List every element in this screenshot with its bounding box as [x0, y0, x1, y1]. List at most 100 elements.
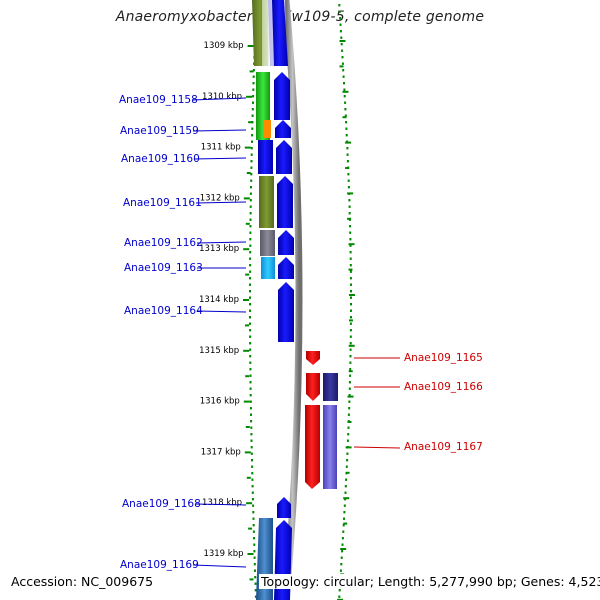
ring-dot-right [349, 251, 352, 254]
ring-dot-left [252, 504, 255, 507]
kbp-minor-tick [246, 172, 251, 174]
cog-block-cyan [261, 257, 275, 279]
right-gene-labels: Anae109_1165 Anae109_1166 Anae109_1167 [353, 352, 483, 453]
gene-label-1169[interactable]: Anae109_1169 [120, 559, 247, 571]
ring-dot-right [350, 296, 352, 299]
genome-summary-text: Topology: circular; Length: 5,277,990 bp… [259, 574, 600, 589]
ring-dot-left [249, 244, 252, 247]
ring-dot-left [250, 433, 253, 436]
ring-dot-right [342, 530, 345, 533]
ring-dot-left [249, 277, 251, 280]
ring-dot-left [252, 530, 255, 533]
kbp-tick-label: 1312 kbp [200, 193, 240, 203]
ring-dot-left [250, 153, 253, 156]
ring-minor-tick [340, 548, 347, 550]
ring-dot-left [249, 225, 252, 228]
gene-arrow-1166 [306, 373, 320, 401]
ring-dot-right [346, 459, 349, 462]
ring-dot-right [350, 290, 352, 293]
ring-minor-tick [342, 116, 347, 119]
kbp-minor-tick [246, 476, 251, 479]
ring-dot-right [340, 43, 343, 46]
ring-dot-left [250, 439, 253, 442]
scale-ring-dots [249, 4, 355, 600]
ring-dot-left [254, 582, 257, 585]
ring-dot-left [249, 368, 252, 371]
ring-minor-tick [349, 319, 353, 322]
kbp-minor-tick [249, 578, 254, 581]
gene-label-1158[interactable]: Anae109_1158 [119, 94, 247, 106]
ring-minor-tick [347, 217, 352, 220]
kbp-minor-tick [245, 273, 250, 276]
gene-label-1165[interactable]: Anae109_1165 [354, 352, 483, 364]
cog-block-orange [264, 120, 271, 138]
leader-line-1160 [193, 157, 247, 160]
kbp-minor-tick [248, 121, 253, 124]
ring-dot-right [349, 322, 352, 325]
ring-minor-tick [347, 395, 354, 398]
gene-label-1166[interactable]: Anae109_1166 [354, 381, 483, 393]
ring-dot-right [348, 199, 351, 202]
gene-label-1160[interactable]: Anae109_1160 [121, 153, 247, 165]
ring-dot-right [342, 69, 345, 72]
ring-dot-left [249, 238, 252, 241]
ring-dot-left [250, 147, 253, 150]
gene-label-1164[interactable]: Anae109_1164 [124, 305, 247, 317]
ring-dot-left [249, 387, 252, 390]
ring-dot-right [345, 127, 348, 130]
ring-dot-left [250, 452, 253, 455]
kbp-tick-label: 1316 kbp [200, 397, 240, 407]
kbp-tick-mark [243, 400, 250, 403]
kbp-minor-tick [245, 426, 250, 428]
ring-dot-right [343, 95, 346, 98]
ring-dot-left [249, 212, 252, 215]
ring-dot-left [252, 511, 255, 514]
accession-text: Accession: NC_009675 [9, 574, 156, 589]
ring-dot-right [339, 17, 342, 20]
ring-dot-right [347, 413, 350, 416]
leader-line-1169 [192, 564, 247, 568]
ring-dot-left [249, 400, 252, 403]
ring-dot-right [338, 589, 341, 592]
ring-dot-left [250, 173, 253, 176]
ring-dot-right [349, 329, 352, 332]
ring-dot-right [349, 277, 352, 280]
gene-label-1162-text: Anae109_1162 [124, 237, 203, 249]
ring-dot-left [252, 95, 255, 98]
ring-dot-right [342, 75, 345, 78]
ring-dot-left [251, 114, 254, 117]
ring-dot-left [250, 160, 253, 163]
ring-dot-right [344, 114, 347, 117]
gene-label-1162[interactable]: Anae109_1162 [124, 237, 247, 249]
ring-dot-left [251, 498, 254, 501]
ring-minor-tick [343, 522, 348, 525]
ring-dot-right [341, 543, 344, 546]
left-gene-labels: Anae109_1158 Anae109_1159 Anae109_1160 A… [119, 94, 247, 571]
ring-dot-right [346, 439, 349, 442]
ring-dot-right [349, 270, 352, 273]
ring-dot-left [249, 257, 252, 260]
ring-dot-right [338, 595, 341, 598]
ring-dot-left [250, 420, 253, 423]
gene-label-1161[interactable]: Anae109_1161 [123, 197, 247, 209]
ring-dot-left [249, 199, 252, 202]
ring-dot-left [254, 569, 256, 572]
ring-dot-left [249, 264, 252, 267]
ring-dot-left [254, 576, 257, 579]
ring-dot-left [249, 342, 252, 345]
ring-dot-right [349, 225, 352, 228]
ring-dot-right [349, 244, 352, 247]
ring-dot-left [249, 296, 251, 299]
gene-label-1167[interactable]: Anae109_1167 [353, 441, 483, 453]
ring-dot-left [254, 595, 257, 598]
ring-dot-right [349, 335, 352, 338]
ring-dot-right [349, 368, 352, 371]
ring-dot-right [350, 303, 352, 306]
ring-dot-right [349, 264, 352, 267]
kbp-tick-label: 1310 kbp [202, 92, 242, 102]
gene-label-1168[interactable]: Anae109_1168 [122, 498, 247, 510]
gene-label-1159[interactable]: Anae109_1159 [120, 125, 247, 137]
ring-dot-left [250, 446, 253, 449]
gene-label-1163[interactable]: Anae109_1163 [124, 262, 246, 274]
kbp-minor-tick [245, 222, 250, 225]
